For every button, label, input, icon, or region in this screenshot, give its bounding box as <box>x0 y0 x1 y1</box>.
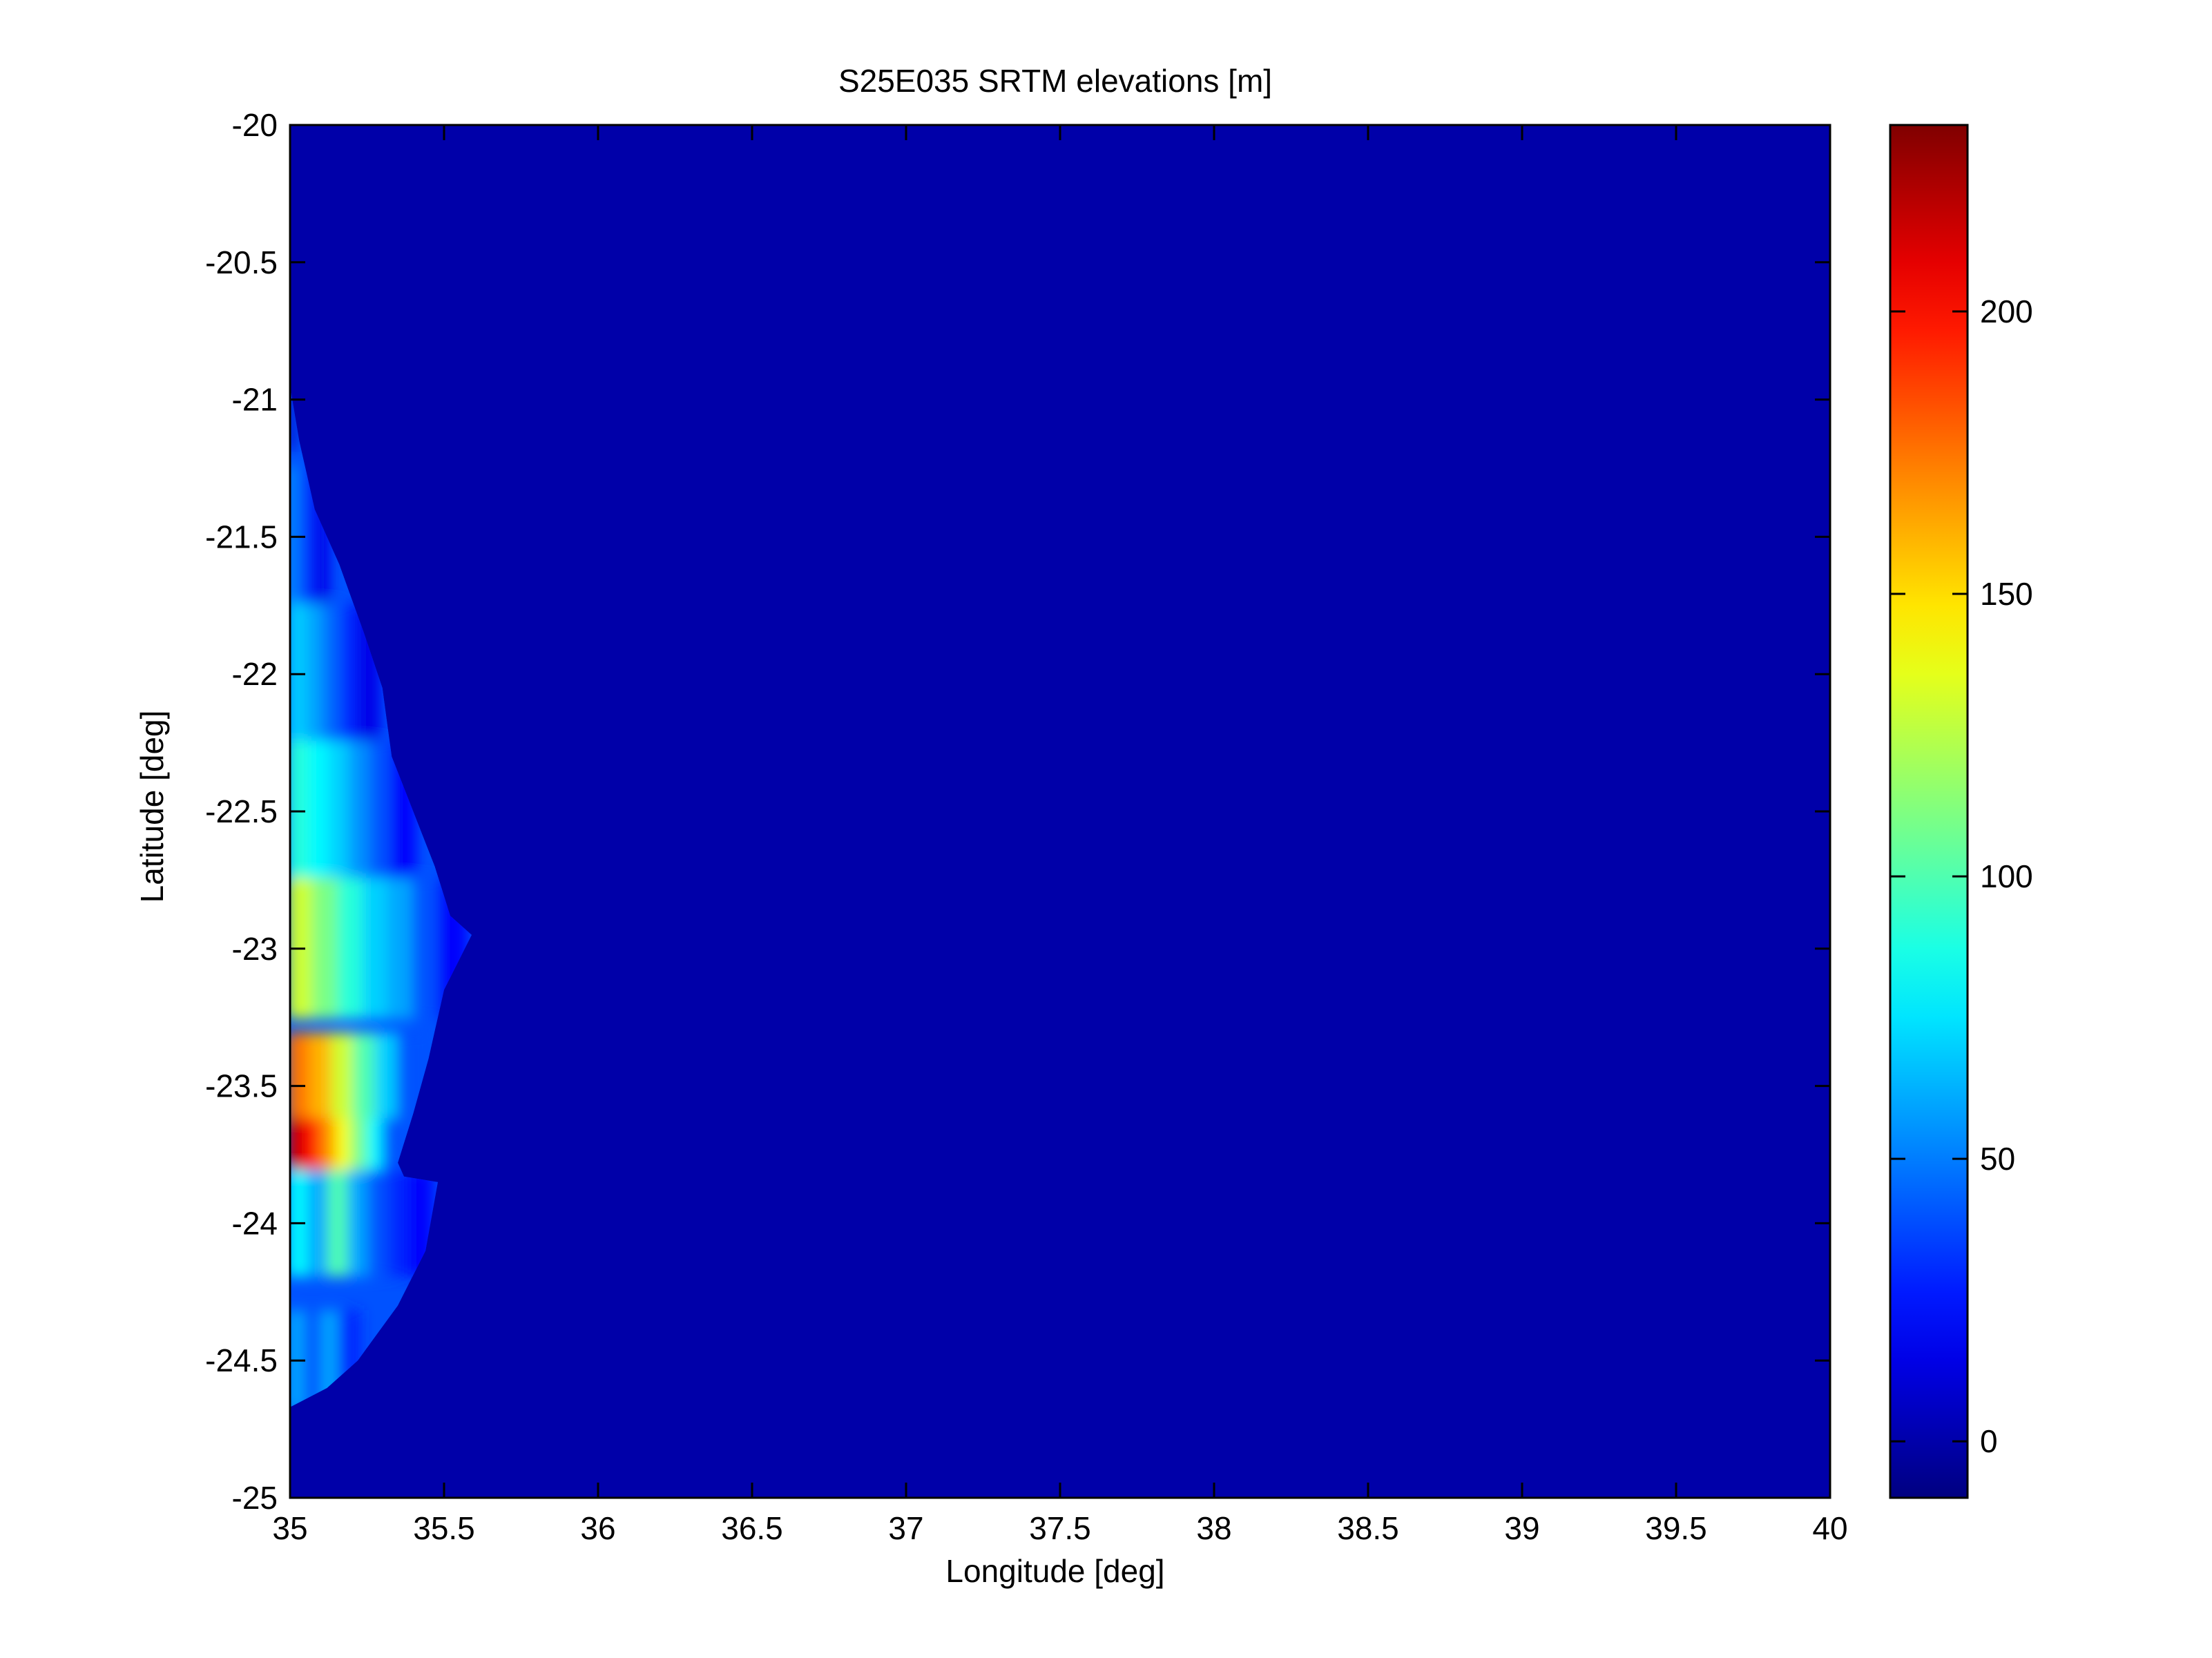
colorbar-gradient <box>1890 125 1968 1498</box>
colorbar-tick-label: 100 <box>1980 858 2033 894</box>
x-tick-label: 36 <box>580 1510 615 1546</box>
y-tick-label: -24 <box>232 1205 278 1241</box>
y-axis-label: Latitude [deg] <box>134 711 170 903</box>
x-tick-label: 35 <box>272 1510 307 1546</box>
y-axis: -20 -20.5 -21 -21.5 -22 -22.5 -23 -23.5 -24 -24.5… <box>205 107 1830 1516</box>
y-tick-label: -23.5 <box>205 1068 278 1104</box>
colorbar-tick-label: 150 <box>1980 576 2033 612</box>
ocean-background <box>290 125 1830 1498</box>
plot-area <box>289 124 1831 1499</box>
x-tick-label: 35.5 <box>413 1510 475 1546</box>
x-axis: 35 35.5 36 36.5 37 37.5 38 38.5 39 39.5 40 <box>272 125 1848 1546</box>
x-tick-label: 39.5 <box>1645 1510 1707 1546</box>
colorbar-frame <box>1889 124 1969 1499</box>
colorbar-tick-label: 50 <box>1980 1141 2015 1177</box>
y-tick-label: -20 <box>232 107 278 143</box>
elevation-cell <box>290 385 296 450</box>
land-elevation <box>290 385 472 1407</box>
y-tick-label: -21.5 <box>205 519 278 555</box>
colorbar-tick-label: 200 <box>1980 293 2033 329</box>
y-tick-label: -22 <box>232 656 278 692</box>
x-tick-label: 38 <box>1196 1510 1231 1546</box>
y-tick-label: -25 <box>232 1480 278 1516</box>
x-tick-label: 37.5 <box>1029 1510 1091 1546</box>
y-tick-label: -22.5 <box>205 793 278 829</box>
y-tick-label: -23 <box>232 931 278 967</box>
chart-title: S25E035 SRTM elevations [m] <box>838 63 1272 99</box>
x-axis-label: Longitude [deg] <box>945 1553 1164 1589</box>
x-tick-label: 37 <box>888 1510 923 1546</box>
y-tick-label: -20.5 <box>205 244 278 280</box>
y-tick-label: -21 <box>232 382 278 418</box>
land-shape <box>290 385 472 1407</box>
x-tick-label: 40 <box>1812 1510 1847 1546</box>
y-tick-label: -24.5 <box>205 1342 278 1378</box>
colorbar-tick-label: 0 <box>1980 1423 1998 1459</box>
x-tick-label: 39 <box>1504 1510 1539 1546</box>
colorbar: 0 50 100 150 200 <box>1889 124 2033 1499</box>
x-tick-label: 36.5 <box>721 1510 783 1546</box>
x-tick-label: 38.5 <box>1337 1510 1399 1546</box>
